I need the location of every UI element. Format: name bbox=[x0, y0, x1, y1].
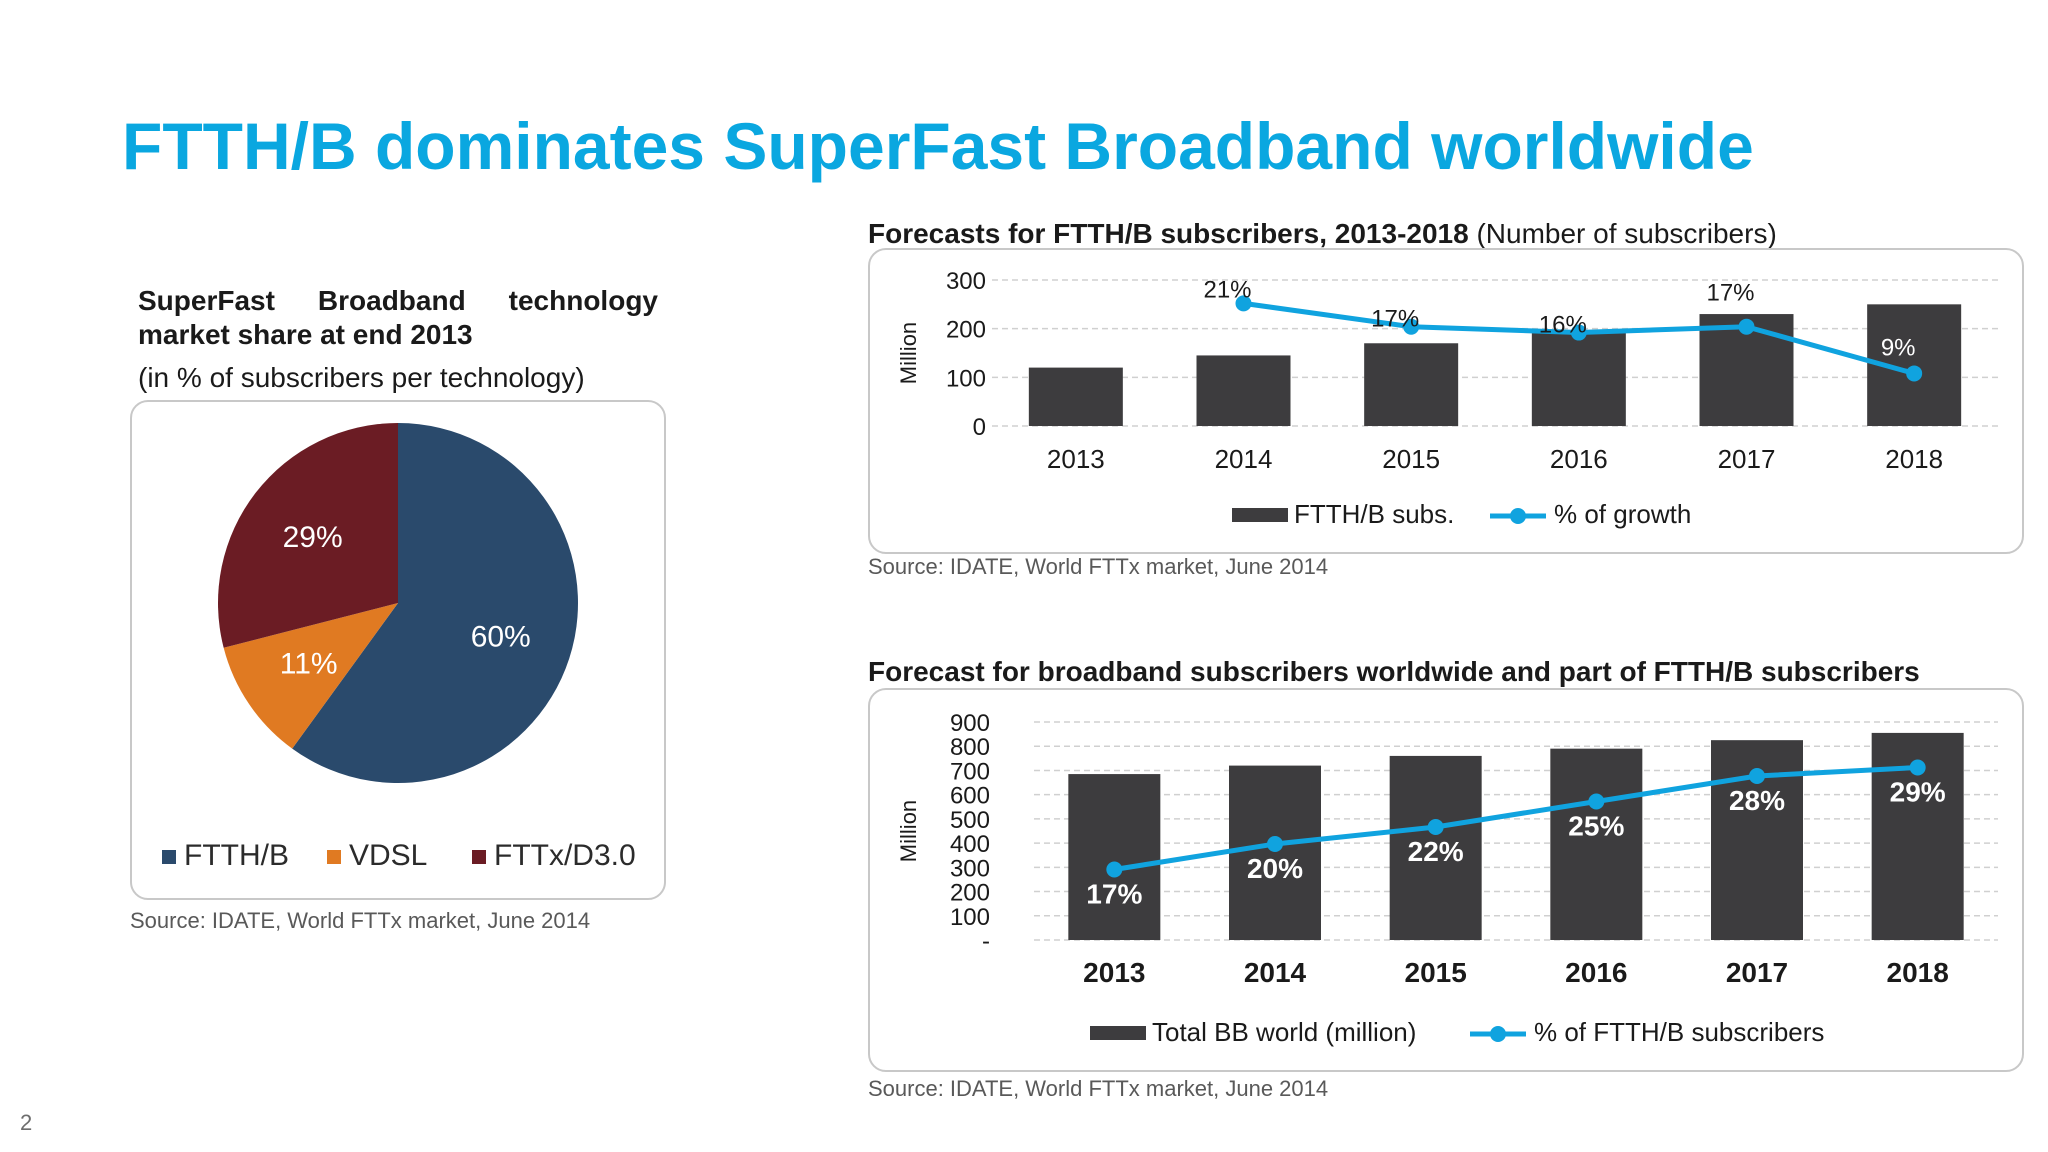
line-point bbox=[1235, 295, 1252, 312]
chart2-source: Source: IDATE, World FTTx market, June 2… bbox=[868, 1076, 1329, 1101]
bar bbox=[1068, 774, 1161, 940]
line-point bbox=[1403, 318, 1420, 335]
line-data-label: 17% bbox=[1371, 306, 1419, 333]
line-data-label: 22% bbox=[1408, 836, 1464, 867]
chart2-panel: 900 800 700 600 500 400 300 200 100- Million 2013 2… bbox=[868, 688, 2024, 1072]
pie-slice-fttx-d3-0 bbox=[218, 423, 398, 648]
pie-legend-swatch bbox=[327, 850, 341, 864]
bar bbox=[1364, 343, 1459, 426]
chart1-heading-bold: Forecasts for FTTH/B subscribers, 2013-2… bbox=[868, 218, 1469, 249]
x-tick-label: 2018 bbox=[1887, 957, 1949, 988]
pie-legend-label: FTTH/B bbox=[184, 839, 289, 872]
y-tick-label: 200 bbox=[950, 880, 990, 907]
y-tick-label: 400 bbox=[950, 831, 990, 858]
line-data-label: 17% bbox=[1706, 280, 1754, 307]
y-tick-label: 600 bbox=[950, 783, 990, 810]
ftthb-forecast-chart: 300 200 100 0 Million 2013 2014 2015 2016 2017 201… bbox=[896, 268, 1998, 529]
line-point bbox=[1906, 365, 1923, 382]
bar bbox=[1389, 755, 1482, 940]
x-tick-label: 2013 bbox=[1047, 444, 1105, 474]
x-tick-label: 2016 bbox=[1550, 444, 1608, 474]
line-data-label: 25% bbox=[1568, 811, 1624, 842]
pie-chart-heading: SuperFast Broadband technology bbox=[138, 285, 658, 316]
pie-legend-label: FTTx/D3.0 bbox=[494, 839, 636, 872]
pie-data-label: 29% bbox=[283, 521, 343, 554]
line-data-label: 21% bbox=[1203, 276, 1251, 303]
pie-slice-ftth-b bbox=[292, 423, 578, 783]
pie-slice-vdsl bbox=[223, 603, 398, 749]
line-point bbox=[1570, 324, 1587, 341]
x-tick-label: 2015 bbox=[1405, 957, 1467, 988]
pie-data-label: 11% bbox=[280, 648, 338, 681]
chart1-panel: 300 200 100 0 Million 2013 2014 2015 2016 2017 201… bbox=[868, 248, 2024, 554]
y-axis-label: Million bbox=[896, 322, 921, 384]
y-tick-label: 200 bbox=[946, 317, 986, 344]
line-data-label: 9% bbox=[1881, 334, 1916, 361]
x-tick-label: 2017 bbox=[1726, 957, 1788, 988]
line-data-label: 17% bbox=[1086, 879, 1142, 910]
x-tick-label: 2017 bbox=[1718, 444, 1776, 474]
page-title: FTTH/B dominates SuperFast Broadband wor… bbox=[122, 109, 1754, 183]
page-number: 2 bbox=[20, 1110, 33, 1135]
legend-line-marker bbox=[1490, 1026, 1506, 1042]
line-data-label: 16% bbox=[1539, 312, 1587, 339]
legend-bar-swatch bbox=[1090, 1026, 1146, 1040]
line-point bbox=[1106, 861, 1123, 878]
y-tick-label: 700 bbox=[950, 758, 990, 785]
chart1-source: Source: IDATE, World FTTx market, June 2… bbox=[868, 554, 1329, 579]
y-tick-label: - bbox=[982, 928, 990, 955]
bar bbox=[1028, 367, 1123, 426]
line-point bbox=[1749, 768, 1765, 784]
x-tick-label: 2016 bbox=[1565, 957, 1627, 988]
y-tick-label: 500 bbox=[950, 807, 990, 834]
pie-legend-swatch bbox=[472, 850, 486, 864]
y-tick-label: 900 bbox=[950, 710, 990, 737]
chart2-heading: Forecast for broadband subscribers world… bbox=[868, 656, 1920, 688]
y-axis-label: Million bbox=[896, 800, 921, 862]
line-point bbox=[1909, 759, 1926, 776]
y-tick-label: 100 bbox=[946, 365, 986, 392]
pie-chart-subheading: (in % of subscribers per technology) bbox=[138, 362, 585, 393]
legend-bar-swatch bbox=[1232, 508, 1288, 522]
bar bbox=[1550, 748, 1643, 940]
pie-chart-panel: 60% 11% 29% FTTH/B VDSL FTTx/D3.0 bbox=[130, 400, 666, 900]
legend-line-marker bbox=[1510, 508, 1526, 524]
x-tick-label: 2013 bbox=[1083, 957, 1145, 988]
y-tick-label: 800 bbox=[950, 734, 990, 761]
line-point bbox=[1427, 819, 1444, 835]
x-tick-label: 2014 bbox=[1215, 444, 1273, 474]
pie-legend-swatch bbox=[162, 850, 176, 864]
pie-legend-label: VDSL bbox=[349, 839, 427, 872]
y-tick-label: 300 bbox=[950, 855, 990, 882]
line-data-label: 28% bbox=[1729, 785, 1785, 816]
legend-line-label: % of growth bbox=[1554, 499, 1691, 529]
pie-data-label: 60% bbox=[471, 620, 531, 653]
line-point bbox=[1588, 793, 1605, 810]
bar bbox=[1229, 765, 1321, 940]
pie-chart-heading-line2: market share at end 2013 bbox=[138, 319, 473, 350]
line-point bbox=[1738, 318, 1755, 335]
bar bbox=[1196, 355, 1291, 426]
legend-bar-label: FTTH/B subs. bbox=[1294, 499, 1454, 529]
line-data-label: 20% bbox=[1247, 853, 1303, 884]
legend-bar-label: Total BB world (million) bbox=[1152, 1017, 1416, 1047]
x-tick-label: 2018 bbox=[1885, 444, 1943, 474]
chart2-heading-bold: Forecast for broadband subscribers world… bbox=[868, 656, 1920, 687]
y-tick-label: 300 bbox=[946, 268, 986, 295]
x-tick-label: 2014 bbox=[1244, 957, 1307, 988]
pie-source: Source: IDATE, World FTTx market, June 2… bbox=[130, 908, 591, 933]
growth-line bbox=[1113, 765, 1918, 872]
legend-line-label: % of FTTH/B subscribers bbox=[1534, 1017, 1824, 1047]
line-point bbox=[1267, 836, 1283, 852]
chart1-heading-normal: (Number of subscribers) bbox=[1476, 218, 1777, 249]
bar bbox=[1531, 331, 1626, 426]
line-data-label: 29% bbox=[1890, 777, 1946, 808]
pie-chart: 60% 11% 29% FTTH/B VDSL FTTx/D3.0 bbox=[162, 423, 636, 872]
chart1-heading: Forecasts for FTTH/B subscribers, 2013-2… bbox=[868, 218, 1777, 250]
y-tick-label: 100 bbox=[950, 904, 990, 931]
x-tick-label: 2015 bbox=[1382, 444, 1440, 474]
y-tick-label: 0 bbox=[973, 414, 986, 441]
